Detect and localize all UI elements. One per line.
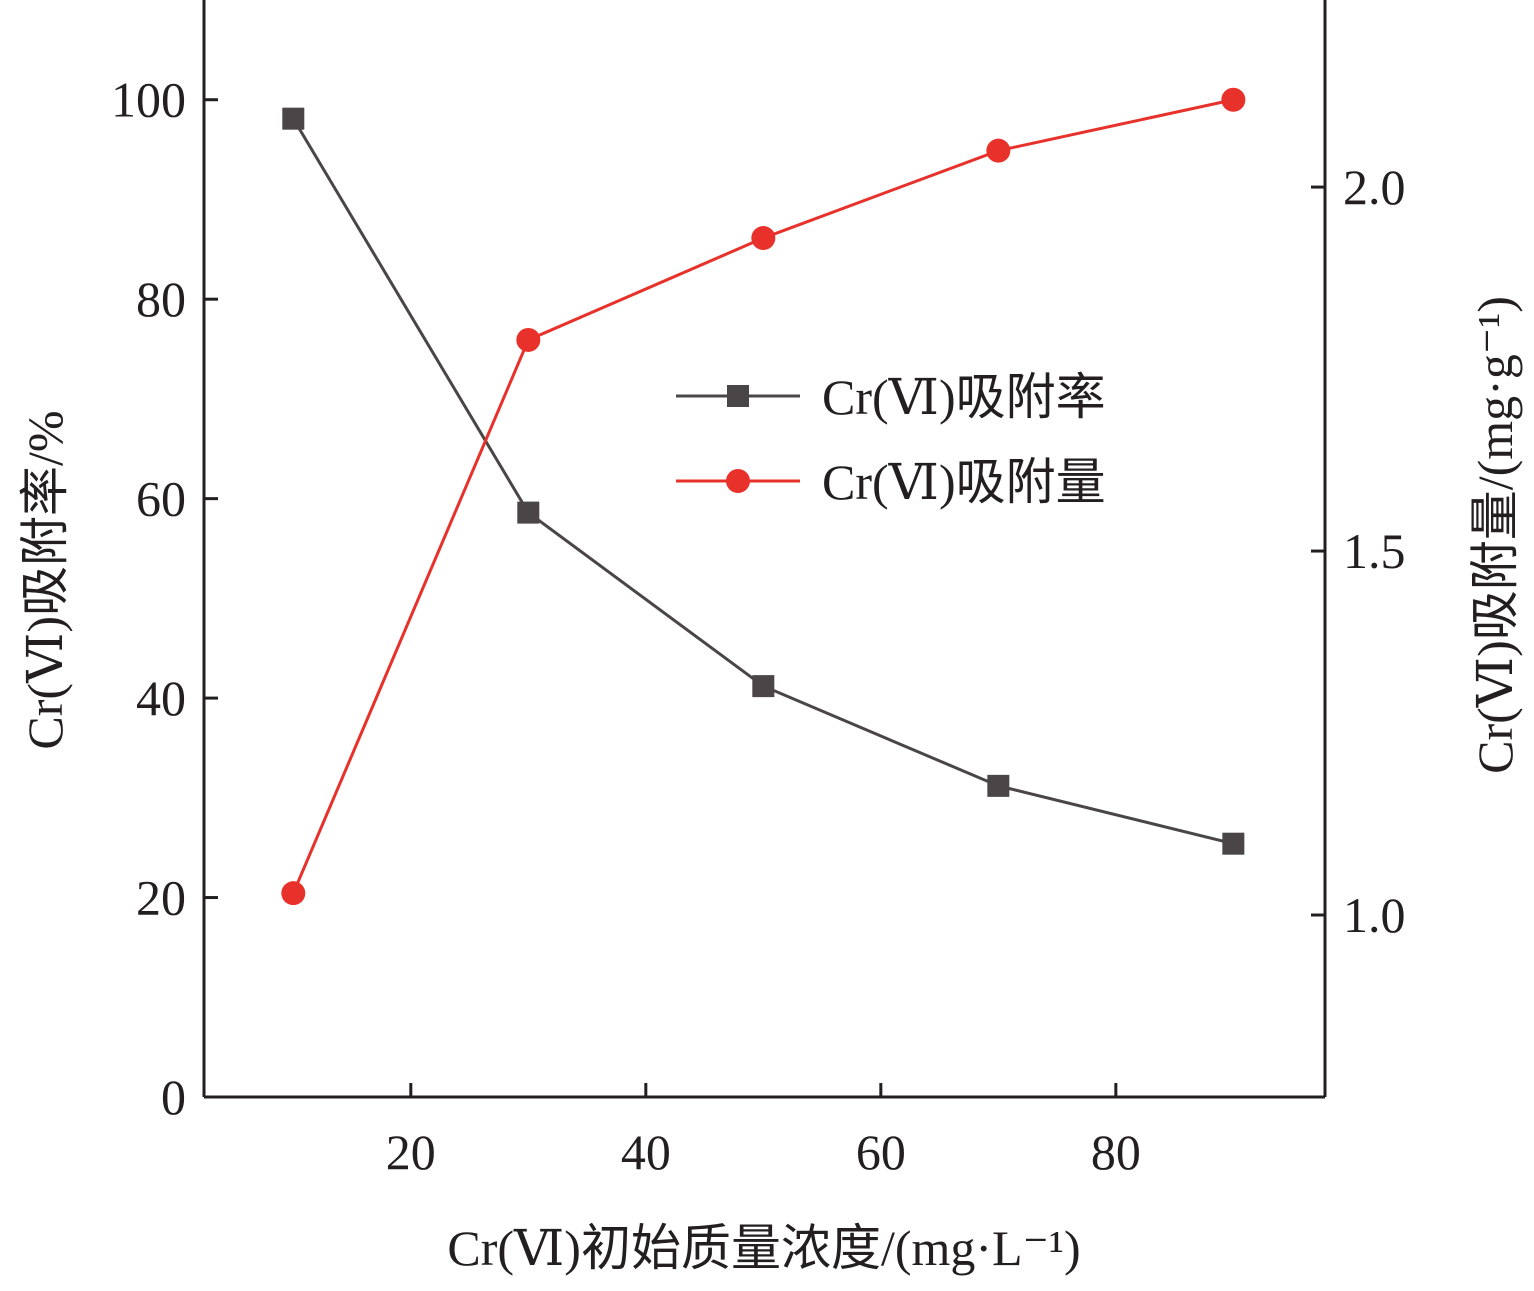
legend-square-marker [727, 385, 749, 407]
data-point-square [752, 675, 775, 698]
x-tick-label: 20 [386, 1124, 436, 1180]
x-tick-label: 40 [621, 1124, 671, 1180]
x-tick-label: 60 [856, 1124, 906, 1180]
data-point-square [1222, 832, 1245, 855]
data-point-circle [281, 881, 306, 906]
y-left-tick-label: 40 [136, 670, 186, 726]
legend: Cr(Ⅵ)吸附率 Cr(Ⅵ)吸附量 [676, 369, 1106, 510]
legend-circle-marker [726, 469, 750, 493]
x-tick-label: 80 [1091, 1124, 1141, 1180]
y-left-tick-label: 0 [161, 1069, 186, 1125]
series-layer [281, 87, 1246, 906]
axes: 20 40 60 80 0 20 40 60 80 100 1.0 1.5 2.0 [111, 0, 1406, 1180]
data-point-circle [516, 327, 541, 352]
legend-label-rate: Cr(Ⅵ)吸附率 [822, 369, 1106, 425]
y-right-tick-label: 1.5 [1343, 523, 1406, 579]
y-left-tick-label: 100 [111, 72, 186, 128]
data-point-square [987, 774, 1010, 797]
y-right-tick-label: 2.0 [1343, 159, 1406, 215]
data-point-circle [751, 226, 776, 251]
legend-label-capacity: Cr(Ⅵ)吸附量 [822, 454, 1106, 510]
data-point-square [517, 501, 540, 524]
y-right-tick-label: 1.0 [1343, 887, 1406, 943]
data-point-circle [1221, 87, 1246, 112]
data-point-square [282, 107, 305, 130]
y-left-tick-label: 80 [136, 271, 186, 327]
data-point-circle [986, 138, 1011, 163]
y-axis-right-label: Cr(Ⅵ)吸附量/(mg·g⁻¹) [1467, 296, 1523, 774]
x-axis-label: Cr(Ⅵ)初始质量浓度/(mg·L⁻¹) [447, 1220, 1080, 1276]
y-axis-left-label: Cr(Ⅵ)吸附率/% [17, 410, 73, 749]
y-left-tick-label: 20 [136, 870, 186, 926]
y-left-tick-label: 60 [136, 471, 186, 527]
